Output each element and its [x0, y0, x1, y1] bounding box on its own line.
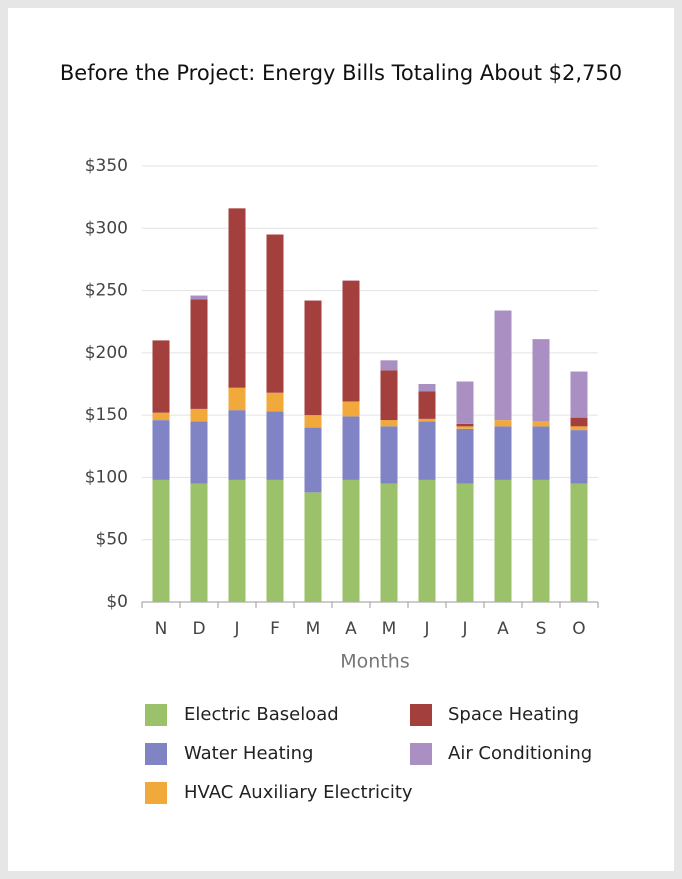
bar-segment	[266, 411, 284, 480]
legend-swatch	[145, 704, 167, 726]
bar-segment	[342, 479, 360, 602]
bar-segment	[380, 483, 398, 602]
bar-segment	[418, 391, 436, 419]
legend-swatch	[145, 782, 167, 804]
legend-swatch	[145, 743, 167, 765]
x-tick-label: S	[536, 619, 547, 639]
bar-segment	[304, 415, 322, 428]
bar-segment	[190, 295, 208, 300]
legend-label: Air Conditioning	[448, 743, 592, 764]
legend-label: Space Heating	[448, 704, 579, 725]
x-tick-label: A	[345, 619, 357, 639]
x-tick-label: O	[572, 619, 585, 639]
bar-segment	[152, 340, 170, 413]
legend-swatch	[410, 743, 432, 765]
bar-segment	[152, 412, 170, 421]
bar-segment	[494, 426, 512, 480]
y-tick-label: $300	[85, 218, 128, 238]
bar-segment	[494, 479, 512, 602]
bar-segment	[418, 384, 436, 392]
y-tick-label: $350	[85, 156, 128, 176]
bar-segment	[266, 392, 284, 412]
bar-segment	[494, 310, 512, 421]
x-tick-label: D	[192, 619, 205, 639]
bar-segment	[456, 483, 474, 602]
chart-title: Before the Project: Energy Bills Totalin…	[60, 61, 622, 85]
y-tick-label: $0	[106, 592, 128, 612]
x-tick-label: A	[497, 619, 509, 639]
bar-segment	[380, 360, 398, 371]
bar-segment	[228, 410, 246, 480]
bar-segment	[380, 426, 398, 484]
bar-segment	[266, 234, 284, 393]
bar-segment	[190, 421, 208, 484]
x-tick-label: M	[306, 619, 321, 639]
bar-segment	[342, 401, 360, 417]
bar-segment	[456, 423, 474, 427]
bar-segment	[304, 492, 322, 602]
panel	[8, 8, 674, 871]
bar-segment	[570, 483, 588, 602]
legend-swatch	[410, 704, 432, 726]
x-tick-label: J	[233, 619, 239, 639]
bar-segment	[152, 420, 170, 480]
bar-segment	[532, 426, 550, 480]
bar-segment	[266, 479, 284, 602]
bar-segment	[456, 428, 474, 484]
legend-label: HVAC Auxiliary Electricity	[184, 782, 413, 803]
x-tick-label: N	[155, 619, 168, 639]
bar-segment	[304, 300, 322, 416]
bar-segment	[418, 421, 436, 480]
y-tick-label: $200	[85, 343, 128, 363]
bar-segment	[342, 416, 360, 480]
legend-label: Water Heating	[184, 743, 313, 764]
bar-segment	[570, 371, 588, 418]
bar-segment	[456, 381, 474, 424]
bar-segment	[190, 483, 208, 602]
bar-segment	[380, 370, 398, 421]
y-tick-label: $250	[85, 281, 128, 301]
bar-segment	[456, 426, 474, 429]
bar-segment	[532, 479, 550, 602]
bar-segment	[190, 299, 208, 409]
bar-segment	[532, 339, 550, 422]
bar-segment	[570, 417, 588, 427]
bar-segment	[190, 408, 208, 422]
y-tick-label: $100	[85, 467, 128, 487]
bar-segment	[304, 427, 322, 493]
bar-segment	[570, 430, 588, 484]
bar-segment	[418, 418, 436, 422]
x-tick-label: J	[423, 619, 429, 639]
bar-segment	[228, 479, 246, 602]
x-tick-label: F	[270, 619, 280, 639]
bar-segment	[418, 479, 436, 602]
bar-segment	[570, 426, 588, 431]
x-tick-label: M	[382, 619, 397, 639]
bar-segment	[380, 420, 398, 427]
bar-segment	[532, 421, 550, 427]
y-tick-label: $50	[96, 530, 128, 550]
y-tick-label: $150	[85, 405, 128, 425]
bar-segment	[228, 208, 246, 388]
legend-label: Electric Baseload	[184, 704, 339, 725]
bar-segment	[152, 479, 170, 602]
bar-segment	[494, 420, 512, 427]
x-tick-label: J	[461, 619, 467, 639]
x-axis-label: Months	[340, 651, 409, 673]
bar-segment	[228, 387, 246, 411]
bar-segment	[342, 280, 360, 402]
